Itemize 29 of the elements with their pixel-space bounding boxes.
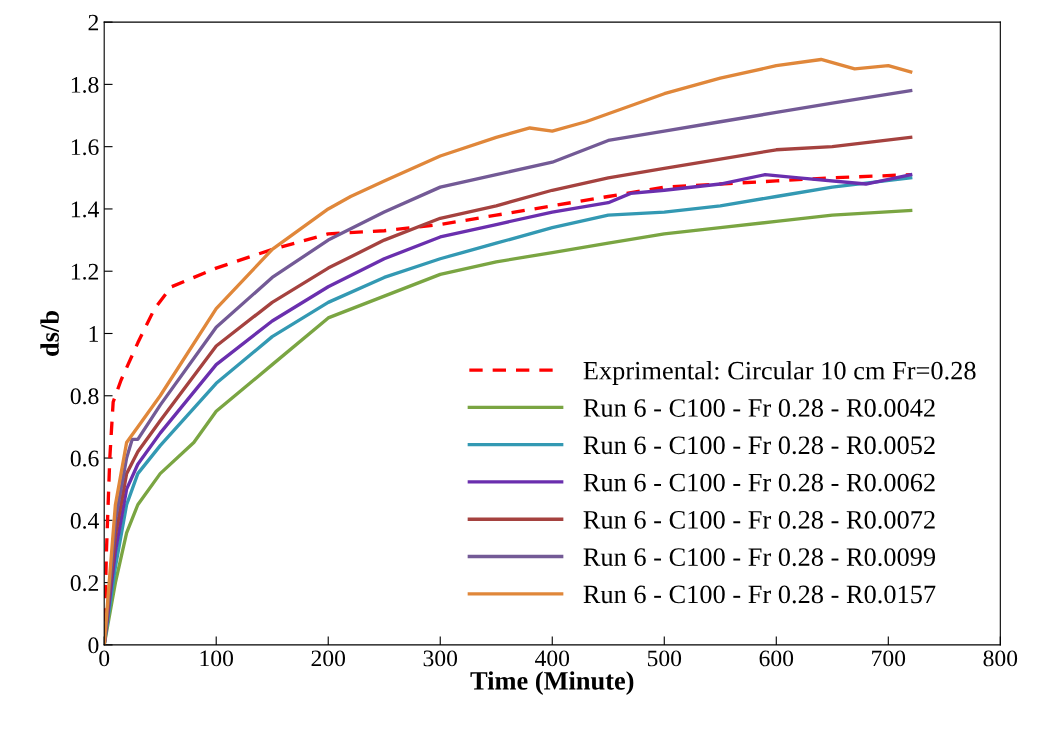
- legend-label: Exprimental: Circular 10 cm Fr=0.28: [583, 361, 976, 385]
- x-tick-label: 500: [647, 650, 682, 667]
- y-tick-label: 0.2: [70, 575, 99, 592]
- y-tick-label: 0: [88, 637, 99, 654]
- y-tick-label: 0.4: [70, 512, 99, 529]
- legend-label: Run 6 - C100 - Fr 0.28 - R0.0099: [583, 548, 936, 567]
- y-tick-label: 1.8: [71, 76, 99, 93]
- legend-label: Run 6 - C100 - Fr 0.28 - R0.0072: [583, 510, 935, 529]
- legend-label: Run 6 - C100 - Fr 0.28 - R0.0157: [583, 585, 936, 604]
- x-axis-title: Time (Minute): [470, 671, 634, 696]
- y-tick-label: 1.2: [71, 263, 99, 280]
- x-tick-label: 0: [99, 650, 110, 667]
- y-tick-label: 1: [89, 326, 98, 342]
- y-tick-label: 1.4: [71, 201, 99, 218]
- y-tick-label: 0.6: [70, 450, 99, 467]
- x-tick-label: 200: [311, 650, 346, 667]
- x-tick-label: 800: [983, 650, 1018, 667]
- x-tick-label: 700: [872, 650, 906, 667]
- x-tick-label: 600: [759, 650, 794, 667]
- legend-label: Run 6 - C100 - Fr 0.28 - R0.0042: [583, 399, 935, 417]
- y-axis-title: ds/b: [40, 311, 59, 356]
- y-tick-label: 0.8: [70, 388, 99, 405]
- legend-label: Run 6 - C100 - Fr 0.28 - R0.0052: [583, 436, 935, 455]
- legend-label: Run 6 - C100 - Fr 0.28 - R0.0062: [583, 473, 935, 492]
- y-tick-label: 1.6: [71, 139, 99, 156]
- x-tick-label: 300: [423, 650, 458, 667]
- x-tick-label: 100: [200, 650, 234, 667]
- x-tick-label: 400: [535, 650, 570, 667]
- y-tick-label: 2: [88, 14, 99, 31]
